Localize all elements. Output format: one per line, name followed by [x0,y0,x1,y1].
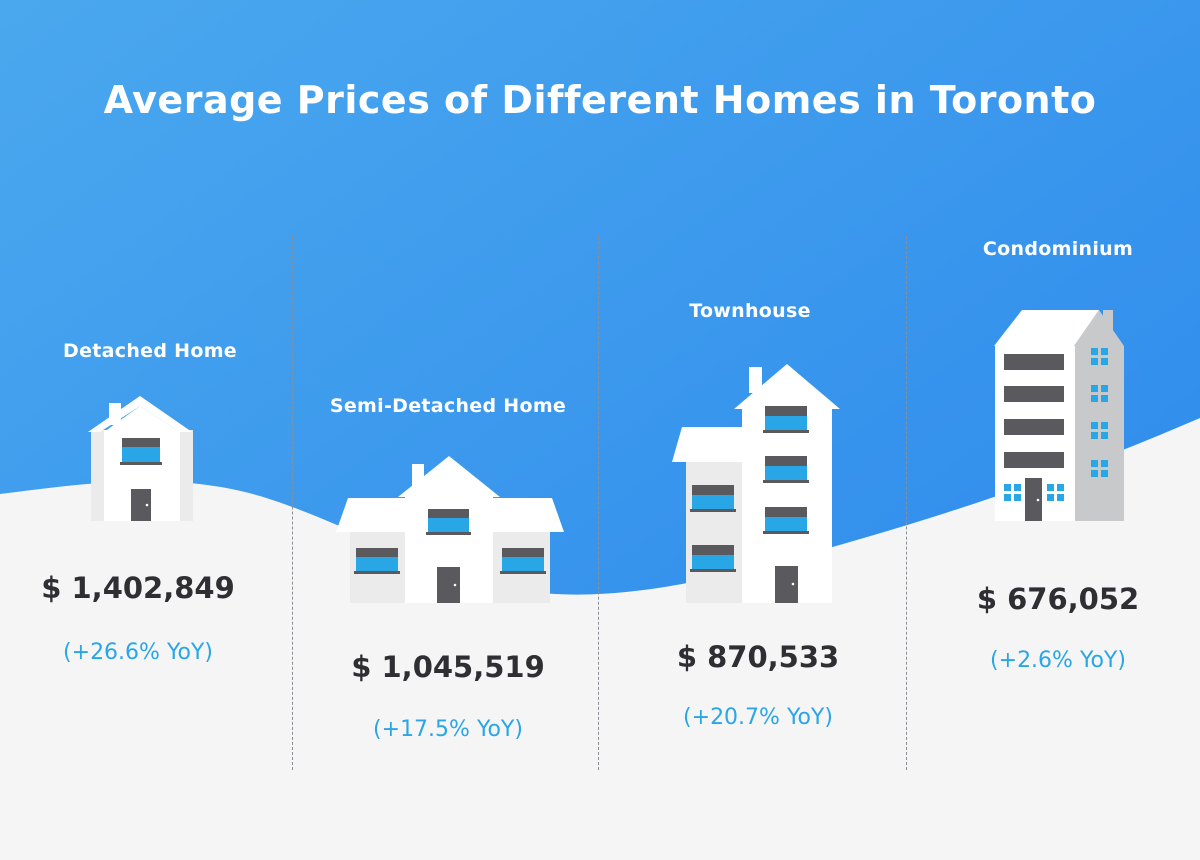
ground-hills [0,418,1200,860]
column-divider [598,236,599,770]
yoy-condominium: (+2.6% YoY) [990,648,1126,673]
price-semi-detached: $ 1,045,519 [351,650,545,684]
yoy-townhouse: (+20.7% YoY) [683,705,833,730]
yoy-semi-detached: (+17.5% YoY) [373,717,523,742]
yoy-detached: (+26.6% YoY) [63,640,213,665]
page-title: Average Prices of Different Homes in Tor… [103,78,1097,122]
column-divider [292,236,293,770]
column-divider [906,236,907,770]
category-label-semi-detached: Semi-Detached Home [329,395,567,417]
category-label-condominium: Condominium [982,238,1134,260]
category-label-detached: Detached Home [63,340,237,362]
category-label-townhouse: Townhouse [689,300,811,322]
price-detached: $ 1,402,849 [41,571,235,605]
price-townhouse: $ 870,533 [676,640,840,674]
price-condominium: $ 676,052 [976,582,1140,616]
